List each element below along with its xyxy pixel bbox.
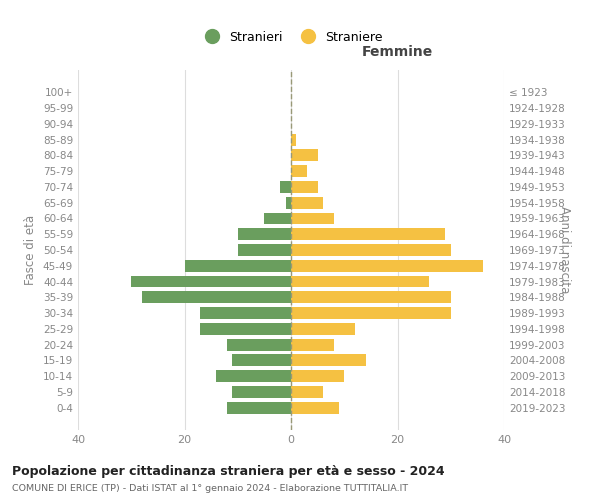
- Bar: [291, 244, 451, 256]
- Y-axis label: Fasce di età: Fasce di età: [25, 215, 37, 285]
- Text: Femmine: Femmine: [362, 45, 433, 59]
- Bar: [291, 150, 317, 162]
- Bar: [291, 134, 296, 145]
- Bar: [227, 338, 291, 350]
- Bar: [291, 260, 483, 272]
- Bar: [238, 244, 291, 256]
- Text: Popolazione per cittadinanza straniera per età e sesso - 2024: Popolazione per cittadinanza straniera p…: [12, 465, 445, 478]
- Bar: [291, 323, 355, 335]
- Bar: [185, 260, 291, 272]
- Bar: [217, 370, 291, 382]
- Bar: [238, 228, 291, 240]
- Bar: [232, 386, 291, 398]
- Text: COMUNE DI ERICE (TP) - Dati ISTAT al 1° gennaio 2024 - Elaborazione TUTTITALIA.I: COMUNE DI ERICE (TP) - Dati ISTAT al 1° …: [12, 484, 408, 493]
- Bar: [291, 228, 445, 240]
- Bar: [291, 370, 344, 382]
- Bar: [291, 386, 323, 398]
- Y-axis label: Anni di nascita: Anni di nascita: [558, 206, 571, 294]
- Legend: Stranieri, Straniere: Stranieri, Straniere: [194, 26, 388, 49]
- Bar: [291, 276, 430, 287]
- Bar: [131, 276, 291, 287]
- Bar: [142, 292, 291, 303]
- Bar: [291, 354, 365, 366]
- Bar: [291, 402, 339, 413]
- Bar: [291, 292, 451, 303]
- Bar: [286, 197, 291, 208]
- Bar: [200, 323, 291, 335]
- Bar: [227, 402, 291, 413]
- Bar: [291, 165, 307, 177]
- Bar: [291, 338, 334, 350]
- Bar: [232, 354, 291, 366]
- Bar: [291, 212, 334, 224]
- Bar: [291, 307, 451, 319]
- Bar: [280, 181, 291, 193]
- Bar: [265, 212, 291, 224]
- Bar: [200, 307, 291, 319]
- Bar: [291, 197, 323, 208]
- Bar: [291, 181, 317, 193]
